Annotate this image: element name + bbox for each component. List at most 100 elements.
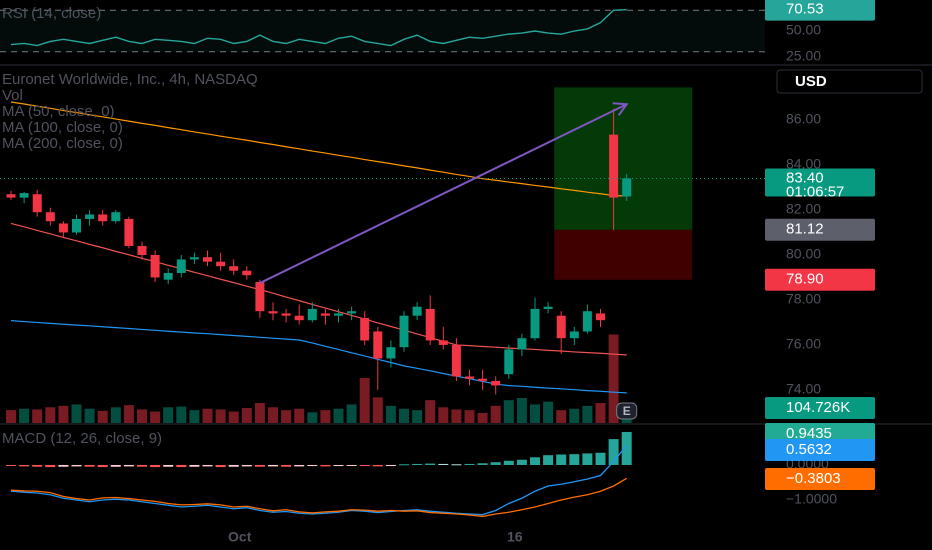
rsi-band (0, 10, 765, 52)
volume-bar (582, 405, 593, 423)
candle-body (268, 311, 278, 314)
candle-body (176, 259, 186, 273)
last-price-label-box (765, 168, 875, 197)
volume-bar (254, 403, 265, 423)
macd-histogram-bar (163, 464, 174, 467)
candle-body (622, 178, 632, 197)
signal-label: −0.3803 (786, 470, 841, 487)
y-tick-label: 86.00 (786, 111, 821, 127)
volume-legend: Vol (2, 87, 23, 104)
macd-histogram-bar (137, 464, 147, 467)
macd-histogram-bar (307, 464, 318, 467)
macd-histogram-bar (359, 464, 370, 467)
volume-label-box (765, 397, 875, 419)
moving-average (10, 101, 627, 197)
macd-histogram-bar (333, 464, 344, 467)
candle-body (609, 134, 619, 198)
candle-body (543, 306, 553, 309)
candle-body (334, 313, 343, 316)
macd-histogram-bar (150, 464, 161, 468)
macd-histogram-bar (281, 464, 292, 467)
macd-histogram-bar (372, 464, 383, 467)
candle-body (425, 308, 435, 341)
volume-bar (32, 409, 43, 423)
candle-body (58, 223, 68, 233)
candle-body (465, 376, 474, 379)
volume-label: 104.726K (786, 399, 850, 416)
candle-body (242, 270, 252, 276)
volume-bar (595, 403, 606, 423)
candle-body (281, 313, 291, 316)
macd-histogram-bar (385, 464, 396, 467)
candle-body (189, 257, 199, 260)
macd-histogram-bar (202, 464, 213, 467)
volume-bar (97, 410, 108, 423)
macd-histogram-bar (45, 464, 56, 468)
volume-bar (464, 410, 475, 423)
candle-body (373, 331, 383, 359)
macd-title: MACD (12, 26, close, 9) (2, 430, 162, 447)
candle-body (517, 338, 527, 350)
macd-histogram-bar (6, 464, 16, 467)
candle-body (98, 214, 108, 222)
volume-bar (189, 410, 200, 423)
volume-bar (608, 334, 619, 423)
volume-bar (58, 405, 69, 423)
volume-bar (281, 410, 292, 423)
volume-bar (451, 409, 462, 423)
volume-bar (45, 407, 56, 423)
macd-histogram-bar (241, 464, 252, 467)
macd-histogram-bar (516, 459, 527, 465)
macd-histogram-bar (320, 464, 331, 467)
candle-body (32, 194, 42, 213)
candle-body (504, 349, 514, 375)
volume-bar (346, 404, 357, 423)
macd-histogram-bar (84, 464, 95, 467)
candle-body (294, 315, 304, 321)
macd-line (10, 444, 628, 516)
candle-body (163, 272, 173, 280)
macd-histogram-bar (503, 460, 514, 465)
volume-bar (202, 408, 213, 423)
candle-body (216, 261, 226, 267)
macd-histogram-bar (608, 439, 619, 465)
macd-histogram-bar (582, 453, 593, 465)
macd-histogram-bar (346, 464, 357, 466)
y-tick-label: 84.00 (786, 156, 821, 172)
legend-entry: MA (100, close, 0) (2, 119, 123, 136)
macd-histogram-bar (189, 464, 200, 467)
legend-entry: MA (200, close, 0) (2, 135, 123, 152)
macd-histogram-bar (58, 464, 69, 467)
volume-bar (477, 413, 488, 423)
volume-bar (320, 410, 331, 423)
volume-bar (228, 411, 239, 423)
currency-button[interactable] (776, 69, 923, 94)
volume-bar (569, 408, 580, 423)
last-price-label-extra: 01:06:57 (786, 183, 844, 200)
currency[interactable]: USD (795, 73, 827, 90)
candle-body (124, 218, 134, 246)
macd-histogram-bar (425, 463, 436, 465)
volume-bar (307, 412, 318, 423)
macd-histogram-bar (268, 464, 278, 467)
volume-bar (516, 398, 527, 423)
trend-arrow (259, 103, 628, 284)
macd-histogram-bar (32, 464, 43, 467)
macd-histogram-bar (530, 457, 540, 465)
volume-bar (412, 410, 423, 423)
volume-bar (399, 408, 409, 423)
volume-bar (123, 405, 134, 423)
candle-body (111, 212, 121, 222)
legend-entry: MA (50, close, 0) (2, 103, 115, 120)
volume-bar (530, 404, 540, 423)
volume-bar (84, 408, 95, 423)
rsi-tick-label: 25.00 (786, 48, 821, 64)
plot: E (0, 8, 765, 518)
y-tick-label: 78.00 (786, 291, 821, 307)
stop-zone (554, 229, 693, 280)
macd-histogram-bar (97, 464, 108, 468)
signal-line (10, 477, 628, 518)
volume-bar (137, 409, 147, 423)
volume-bar (241, 408, 252, 423)
